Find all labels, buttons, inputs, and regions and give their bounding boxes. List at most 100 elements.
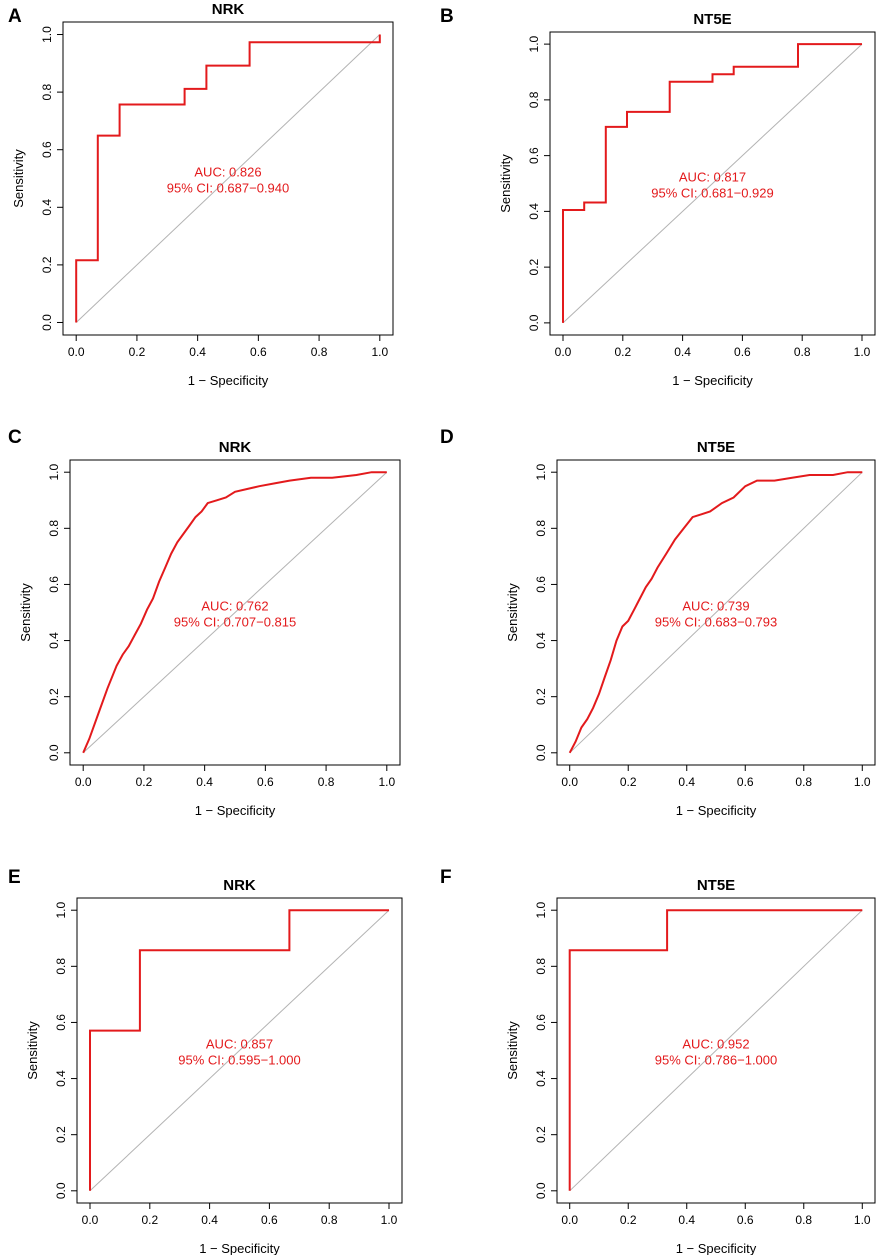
y-tick-label: 0.2 [534, 1126, 548, 1143]
roc-curve [568, 909, 863, 1191]
x-tick-label: 0.4 [189, 345, 206, 359]
x-tick-label: 1.0 [854, 775, 871, 789]
roc-curve [75, 34, 381, 323]
chart-title: NT5E [693, 11, 731, 28]
ci-label: 95% CI: 0.707−0.815 [174, 615, 297, 630]
y-tick-label: 1.0 [534, 464, 548, 481]
x-tick-label: 0.0 [555, 345, 572, 359]
x-axis-title: 1 − Specificity [676, 1241, 757, 1255]
x-tick-label: 0.6 [257, 775, 274, 789]
y-tick-label: 1.0 [47, 464, 61, 481]
x-tick-label: 0.2 [129, 345, 146, 359]
x-tick-label: 0.6 [261, 1213, 278, 1227]
y-tick-label: 0.2 [54, 1126, 68, 1143]
x-tick-label: 0.0 [82, 1213, 99, 1227]
x-tick-label: 0.0 [68, 345, 85, 359]
y-tick-label: 0.0 [534, 744, 548, 761]
y-tick-label: 0.4 [534, 1070, 548, 1087]
y-tick-label: 0.2 [47, 688, 61, 705]
y-tick-label: 0.8 [47, 520, 61, 537]
y-tick-label: 0.0 [527, 314, 541, 331]
y-tick-label: 0.2 [534, 688, 548, 705]
y-tick-label: 0.0 [54, 1182, 68, 1199]
x-tick-label: 0.8 [794, 345, 811, 359]
x-tick-label: 0.0 [561, 775, 578, 789]
chart-title: NT5E [697, 877, 735, 894]
chart-title: NRK [223, 877, 256, 894]
ci-label: 95% CI: 0.687−0.940 [167, 181, 290, 196]
x-tick-label: 0.6 [734, 345, 751, 359]
y-tick-label: 0.8 [40, 83, 54, 100]
x-axis-title: 1 − Specificity [195, 803, 276, 818]
x-tick-label: 1.0 [371, 345, 388, 359]
reference-diagonal [89, 909, 390, 1192]
x-tick-label: 1.0 [378, 775, 395, 789]
reference-diagonal [569, 471, 863, 754]
roc-curve [568, 471, 863, 754]
x-tick-label: 0.8 [795, 1213, 812, 1227]
ci-label: 95% CI: 0.683−0.793 [655, 615, 778, 630]
panel-letter: D [440, 427, 454, 448]
y-axis-title: Sensitivity [498, 154, 513, 213]
y-tick-label: 1.0 [54, 902, 68, 919]
y-axis-title: Sensitivity [505, 1021, 520, 1080]
x-tick-label: 1.0 [854, 345, 871, 359]
reference-diagonal [82, 471, 388, 754]
y-tick-label: 0.6 [54, 1014, 68, 1031]
y-tick-label: 1.0 [534, 902, 548, 919]
auc-label: AUC: 0.857 [206, 1037, 273, 1052]
y-axis-title: Sensitivity [11, 149, 26, 208]
x-tick-label: 0.8 [321, 1213, 338, 1227]
panel-letter: B [440, 6, 454, 27]
y-tick-label: 0.4 [527, 203, 541, 220]
y-tick-label: 0.6 [47, 576, 61, 593]
chart-title: NT5E [697, 439, 735, 456]
y-tick-label: 0.8 [534, 520, 548, 537]
auc-label: AUC: 0.826 [194, 165, 261, 180]
ci-label: 95% CI: 0.681−0.929 [651, 186, 774, 201]
y-tick-label: 0.0 [534, 1182, 548, 1199]
auc-label: AUC: 0.762 [201, 599, 268, 614]
x-axis-title: 1 − Specificity [676, 803, 757, 818]
panel-letter: F [440, 867, 452, 888]
x-tick-label: 0.0 [75, 775, 92, 789]
y-tick-label: 0.0 [40, 314, 54, 331]
roc-panel-f: F NT5E 0.0 0.2 0.4 0.6 0.8 1.0 0.0 0.2 0.4 0.6 0.8 1.… [440, 867, 876, 1255]
x-tick-label: 0.4 [674, 345, 691, 359]
y-tick-label: 1.0 [40, 26, 54, 43]
roc-panel-c: C NRK 0.0 0.2 0.4 0.6 0.8 1.0 0.0 0.2 0.4 0.6 0.8 1.0… [8, 427, 401, 818]
reference-diagonal [562, 43, 863, 324]
x-tick-label: 1.0 [381, 1213, 398, 1227]
x-tick-label: 0.4 [196, 775, 213, 789]
x-tick-label: 0.4 [201, 1213, 218, 1227]
x-tick-label: 0.6 [737, 775, 754, 789]
x-tick-label: 0.2 [620, 775, 637, 789]
x-tick-label: 0.2 [620, 1213, 637, 1227]
chart-title: NRK [219, 439, 252, 456]
y-tick-label: 0.2 [527, 258, 541, 275]
y-tick-label: 0.6 [534, 576, 548, 593]
x-tick-label: 0.4 [678, 775, 695, 789]
chart-title: NRK [212, 1, 245, 18]
y-tick-label: 0.0 [47, 744, 61, 761]
y-tick-label: 0.4 [40, 199, 54, 216]
y-tick-label: 0.6 [534, 1014, 548, 1031]
roc-curve [82, 471, 387, 754]
panel-letter: C [8, 427, 22, 448]
y-tick-label: 0.4 [54, 1070, 68, 1087]
x-tick-label: 0.2 [136, 775, 153, 789]
roc-panel-a: A NRK 0.0 0.2 0.4 0.6 0.8 1.0 0.0 0.2 0.4 0.6 0.8 1.0… [8, 1, 394, 388]
x-tick-label: 0.2 [614, 345, 631, 359]
roc-panel-e: E NRK 0.0 0.2 0.4 0.6 0.8 1.0 0.0 0.2 0.4 0.6 0.8 1.0… [8, 867, 403, 1255]
roc-panel-d: D NT5E 0.0 0.2 0.4 0.6 0.8 1.0 0.0 0.2 0.4 0.6 0.8 1.… [440, 427, 876, 818]
x-axis-title: 1 − Specificity [672, 373, 753, 388]
roc-panel-b: B NT5E 0.0 0.2 0.4 0.6 0.8 1.0 0.0 0.2 0.4 0.6 0.8 1.… [440, 6, 876, 388]
x-axis-title: 1 − Specificity [199, 1241, 280, 1255]
y-tick-label: 0.4 [534, 632, 548, 649]
x-tick-label: 0.6 [737, 1213, 754, 1227]
auc-label: AUC: 0.952 [682, 1037, 749, 1052]
y-tick-label: 0.2 [40, 256, 54, 273]
x-tick-label: 0.2 [141, 1213, 158, 1227]
x-tick-label: 0.6 [250, 345, 267, 359]
